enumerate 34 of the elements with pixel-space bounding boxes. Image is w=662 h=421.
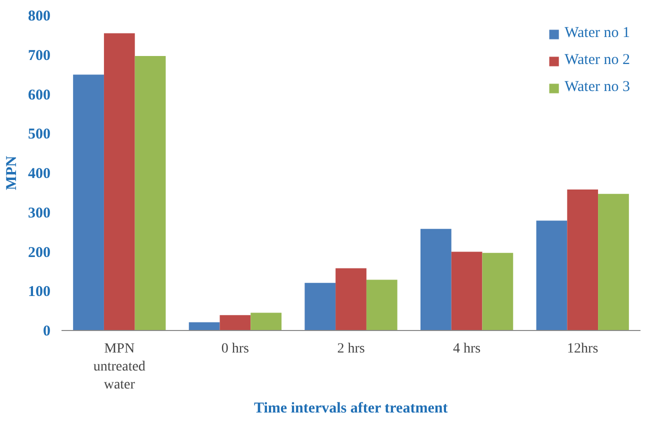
bar (188, 322, 220, 330)
y-tick-label: 300 (28, 205, 50, 222)
x-tick-label: 2 hrs (337, 342, 365, 356)
bar (336, 268, 366, 330)
x-tick-label: 0 hrs (221, 342, 250, 356)
bar (220, 315, 251, 330)
bar (366, 280, 398, 330)
y-tick-label: 800 (28, 8, 50, 24)
legend-label: Water no 2 (564, 52, 630, 69)
x-tick-label: 12hrs (567, 342, 598, 356)
bar (250, 312, 282, 330)
x-tick-label: MPN untreated water (93, 342, 146, 392)
bar (536, 220, 568, 330)
y-tick-label: 700 (28, 48, 50, 64)
legend-label: Water no 1 (564, 25, 630, 42)
y-tick-label: 400 (28, 166, 50, 182)
bar (598, 194, 629, 330)
bar (134, 56, 166, 330)
bar (482, 252, 514, 330)
legend-label: Water no 3 (564, 79, 630, 96)
x-axis-title: Time intervals after treatment (254, 400, 448, 416)
y-tick-label: 100 (28, 284, 50, 300)
y-tick-label: 600 (28, 87, 50, 104)
bar (73, 74, 104, 330)
y-tick-label: 0 (43, 324, 50, 340)
x-tick-label: 4 hrs (452, 342, 481, 356)
y-tick-label: 200 (28, 244, 50, 261)
y-axis-title: MPN (4, 156, 20, 190)
bar (304, 282, 336, 330)
y-tick-label: 500 (28, 126, 50, 143)
bar (567, 190, 598, 330)
bar (104, 33, 135, 330)
bar (451, 252, 482, 330)
bar (420, 228, 452, 330)
